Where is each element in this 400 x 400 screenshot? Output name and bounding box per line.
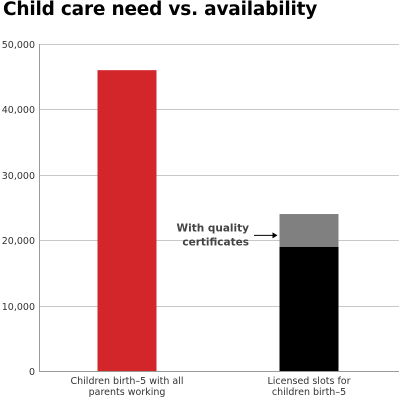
annotation-label: With quality certificates bbox=[177, 222, 250, 248]
annotation-arrow-head bbox=[272, 232, 278, 239]
y-tick-label: 50,000 bbox=[2, 40, 35, 51]
gridlines bbox=[39, 44, 399, 307]
chart-title: Child care need vs. availability bbox=[3, 0, 318, 20]
y-axis-tick-labels: 0 10,000 20,000 30,000 40,000 50,000 bbox=[2, 40, 35, 378]
x-category-label: Children birth–5 with all parents working bbox=[71, 376, 184, 398]
y-tick-label: 40,000 bbox=[2, 105, 35, 116]
y-tick-label: 0 bbox=[29, 367, 35, 378]
y-tick-label: 10,000 bbox=[2, 302, 35, 313]
x-category-label: Licensed slots for children birth–5 bbox=[267, 376, 350, 398]
y-tick-label: 30,000 bbox=[2, 171, 35, 182]
y-tick-label: 20,000 bbox=[2, 236, 35, 247]
bar-2-segment-2 bbox=[279, 214, 339, 247]
bars bbox=[97, 70, 339, 371]
bar-2-segment-1 bbox=[279, 246, 339, 371]
annotation: With quality certificates bbox=[177, 222, 278, 248]
x-axis-category-labels: Children birth–5 with all parents working… bbox=[71, 376, 351, 398]
axes bbox=[39, 44, 399, 372]
bar-1-segment-1 bbox=[97, 70, 157, 371]
